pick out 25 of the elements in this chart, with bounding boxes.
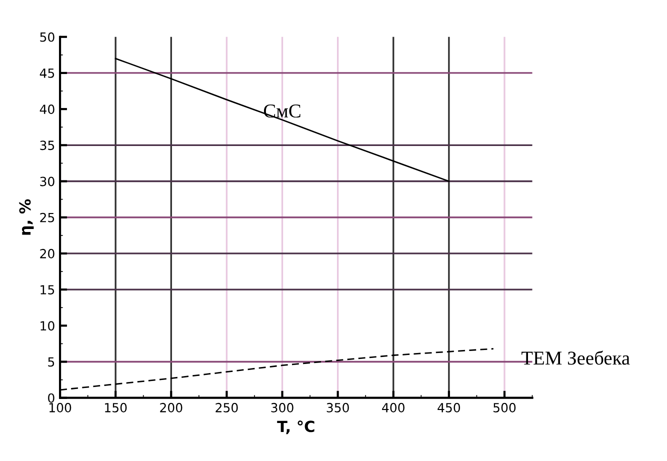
x-tick-label: 400 xyxy=(382,402,404,412)
x-tick-label: 200 xyxy=(160,402,182,412)
series-label: СмС xyxy=(264,104,300,118)
y-tick-label: 40 xyxy=(40,104,54,114)
y-axis-title: η, % xyxy=(19,199,34,235)
x-tick-label: 250 xyxy=(216,402,238,412)
x-tick-label: 450 xyxy=(438,402,460,412)
line-series xyxy=(114,58,450,182)
y-tick-label: 25 xyxy=(40,212,54,222)
x-tick-label: 350 xyxy=(326,402,349,412)
y-tick-label: 45 xyxy=(40,68,54,78)
y-tick-label: 20 xyxy=(40,248,54,258)
x-tick-label: 300 xyxy=(271,402,294,412)
y-tick-label: 10 xyxy=(40,321,54,331)
x-axis-title: T, °C xyxy=(277,420,314,434)
y-tick-label: 5 xyxy=(48,357,54,367)
y-tick-label: 15 xyxy=(40,285,54,294)
x-tick-label: 500 xyxy=(494,402,516,412)
x-tick-label: 150 xyxy=(105,402,127,412)
y-tick-label: 30 xyxy=(40,176,54,186)
y-tick-label: 0 xyxy=(48,393,54,403)
series-label: ТЕМ Зеебека xyxy=(522,350,630,365)
y-tick-label: 50 xyxy=(40,32,54,42)
y-tick-label: 35 xyxy=(40,140,54,150)
x-tick-label: 100 xyxy=(49,402,72,412)
